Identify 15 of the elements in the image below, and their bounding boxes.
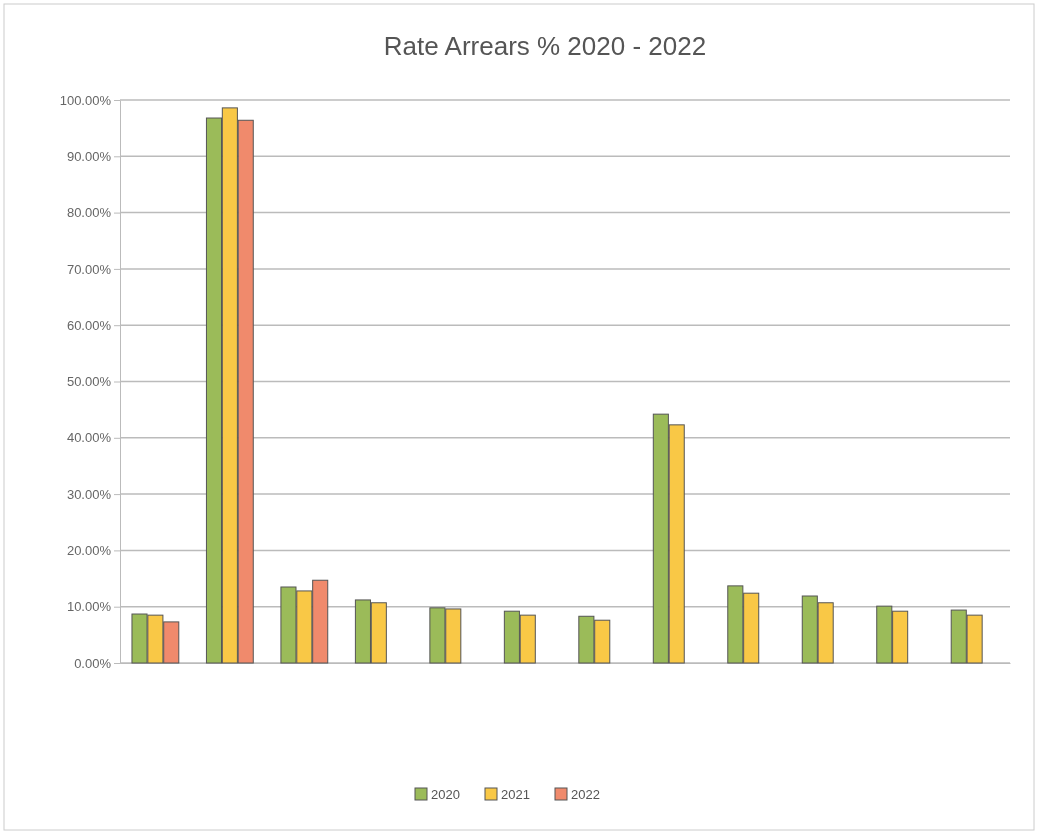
y-tick-label: 30.00% <box>66 486 112 502</box>
y-tick-label: 50.00% <box>66 374 112 390</box>
y-tick-label: 20.00% <box>66 543 112 559</box>
y-tick-label: 40.00% <box>66 430 112 446</box>
y-tick-label: 60.00% <box>66 317 112 333</box>
y-tick-label: 10.00% <box>66 599 112 615</box>
chart-title: Rate Arrears % 2020 - 2022 <box>383 31 707 61</box>
legend-label: 2021 <box>501 787 530 802</box>
y-tick-label: 90.00% <box>66 148 112 164</box>
y-tick-label: 70.00% <box>66 261 112 277</box>
y-tick-label: 100.00% <box>59 92 112 108</box>
y-tick-label: 0.00% <box>74 655 112 671</box>
legend-label: 2022 <box>571 787 600 802</box>
y-tick-label: 80.00% <box>66 205 112 221</box>
legend-label: 2020 <box>431 787 460 802</box>
